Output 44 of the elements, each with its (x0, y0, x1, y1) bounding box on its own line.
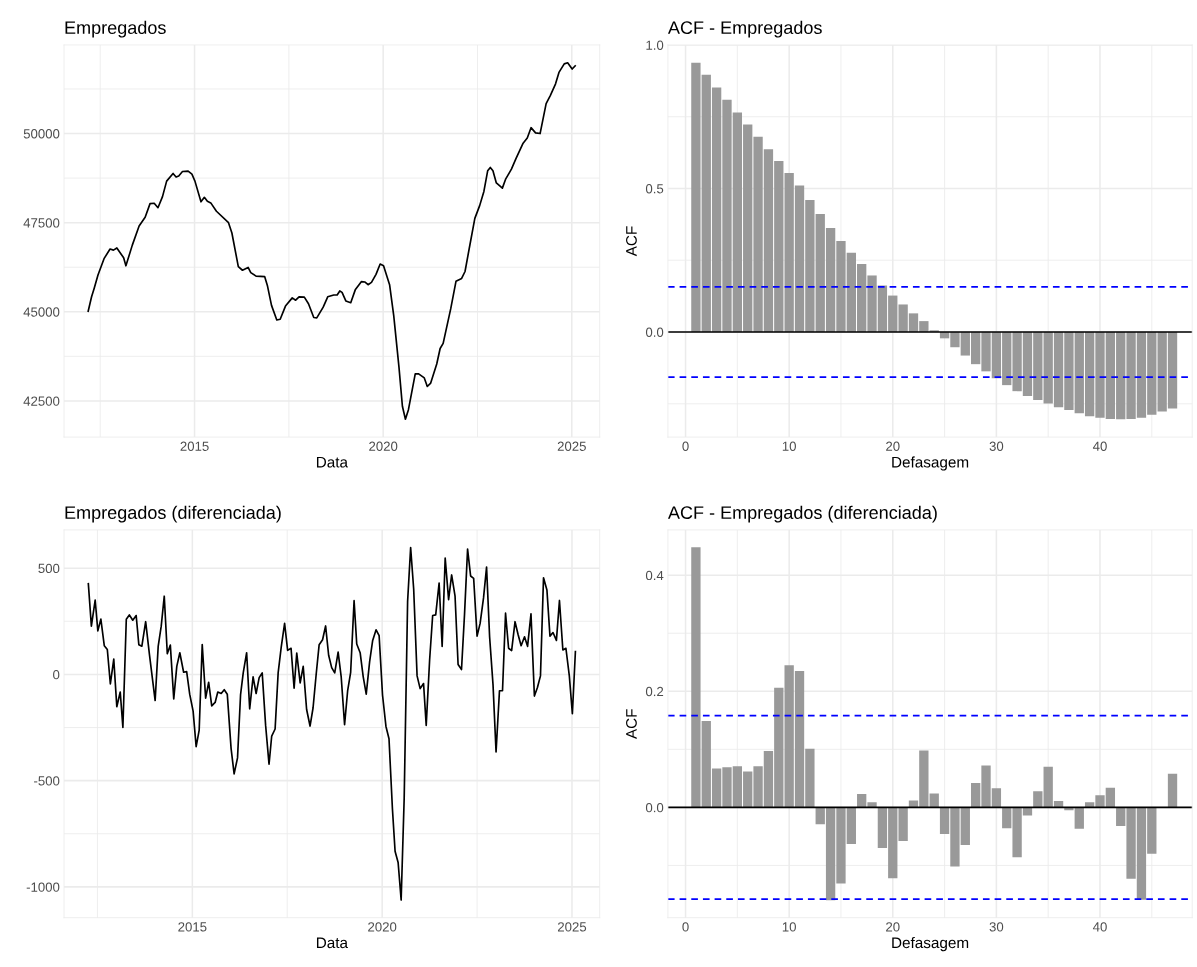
chart-title: ACF - Empregados (diferenciada) (667, 505, 937, 523)
y-tick-label: 0 (53, 669, 60, 680)
y-axis-title: ACF (626, 226, 637, 257)
y-tick-label: 47500 (23, 218, 60, 228)
line-series (87, 61, 577, 421)
x-tick-label: 2020 (368, 922, 397, 932)
bar (1033, 791, 1043, 808)
chart-title: Empregados (diferenciada) (65, 505, 281, 523)
y-tick-label: 0.0 (645, 327, 664, 337)
y-tick-label: 500 (38, 563, 60, 574)
x-tick-label: 0 (682, 441, 689, 451)
x-tick-label: 2020 (369, 441, 398, 451)
y-tick-label: 50000 (23, 129, 60, 139)
x-tick-label: 30 (989, 441, 1004, 451)
y-tick-label: 0.5 (645, 184, 664, 194)
y-tick-label: -1000 (26, 882, 60, 892)
chart-title: ACF - Empregados (667, 20, 822, 38)
line-series (87, 546, 577, 901)
y-tick-label: 0.2 (645, 686, 664, 697)
bar (1167, 773, 1178, 808)
x-axis-title: Data (316, 937, 348, 949)
x-tick-label: 20 (886, 441, 900, 451)
x-tick-label: 2025 (557, 922, 587, 932)
y-tick-label: 45000 (23, 307, 60, 317)
x-tick-label: 30 (989, 922, 1004, 932)
y-tick-label: 1.0 (646, 40, 664, 50)
y-tick-label: 42500 (23, 396, 60, 406)
y-tick-label: -500 (34, 776, 60, 786)
x-tick-label: 0 (682, 922, 689, 932)
y-tick-label: 0.4 (645, 570, 664, 581)
y-tick-label: 0.0 (645, 802, 664, 813)
y-axis-title: ACF (626, 709, 637, 740)
x-tick-label: 20 (886, 922, 900, 932)
chart-title: Empregados (65, 20, 166, 38)
x-tick-label: 2025 (557, 441, 586, 451)
x-tick-label: 40 (1092, 922, 1107, 932)
x-tick-label: 10 (782, 441, 796, 451)
x-tick-label: 10 (782, 922, 796, 932)
x-axis-title: Defasagem (892, 936, 969, 952)
x-tick-label: 2015 (180, 441, 209, 451)
x-axis-title: Defasagem (892, 456, 969, 471)
x-tick-label: 2015 (178, 922, 207, 932)
x-axis-title: Data (316, 456, 348, 468)
x-tick-label: 40 (1092, 441, 1107, 451)
